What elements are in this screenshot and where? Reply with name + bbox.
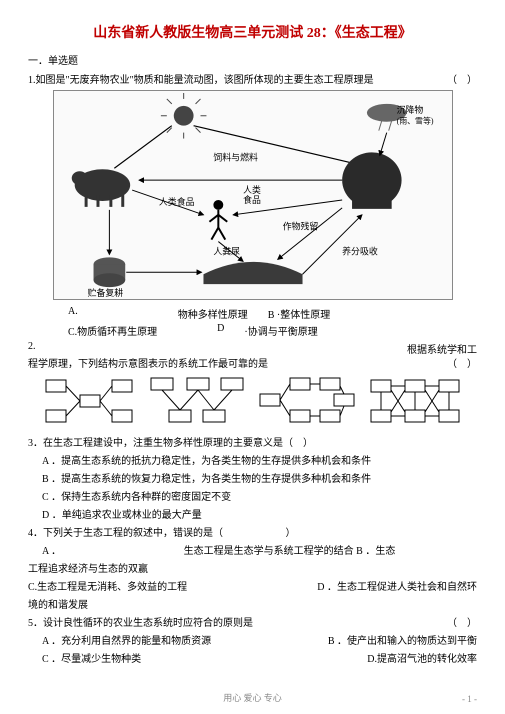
q4-a-row: A ． 生态工程是生态学与系统工程学的结合 B ．生态	[28, 542, 477, 557]
q4-line3: 境的和谐发展	[28, 596, 477, 611]
fig-label-crop: 作物残留	[282, 221, 318, 232]
fig-label-absorb: 养分吸收	[342, 245, 378, 256]
q4-c: C.生态工程是无消耗、多效益的工程	[28, 582, 187, 593]
q2-tail: 根据系统学和工	[407, 341, 477, 356]
q5-b: B ．使产出和输入的物质达到平衡	[328, 632, 477, 647]
q4-a-pre: A ．	[42, 546, 61, 557]
q5-a: A ．充分利用自然界的能量和物质资源	[42, 636, 211, 647]
q1-text: 1.如图是"无废弃物农业"物质和能量流动图，该图所体现的主要生态工程原理是	[28, 75, 374, 86]
q1-opt-a: 物种多样性原理	[178, 306, 248, 321]
fig-label-storage: 贮备复耕	[87, 287, 123, 298]
q1-paren: （ ）	[447, 71, 477, 86]
fig-label-deposit2: (雨、雪等)	[396, 116, 433, 126]
q2-diagram-a	[44, 376, 134, 426]
q5-c: C ．尽量减少生物种类	[42, 654, 141, 665]
q1-options-row2: C.物质循环再生原理 D ·协调与平衡原理	[28, 323, 477, 338]
q5-cd-row: C ．尽量减少生物种类 D.提高沼气池的转化效率	[28, 650, 477, 665]
q1-options-row1: A. 物种多样性原理 B ·整体性原理	[28, 306, 477, 321]
q1-opt-d: ·协调与平衡原理	[244, 323, 317, 338]
svg-text:食品: 食品	[243, 194, 261, 205]
footer-page: - 1 -	[462, 694, 477, 704]
footer-center: 用心 爱心 专心	[0, 691, 505, 704]
q4-a-tail: 生态工程是生态学与系统工程学的结合 B ．生态	[184, 546, 396, 557]
q2-diagrams	[28, 376, 477, 426]
section-label: 一．单选题	[28, 52, 477, 67]
q3-opt-a: A ．提高生态系统的抵抗力稳定性，为各类生物的生存提供多种机会和条件	[28, 452, 477, 467]
q1-opt-c: C.物质循环再生原理	[68, 323, 157, 338]
page-title: 山东省新人教版生物高三单元测试 28：《生态工程》	[28, 22, 477, 42]
q3-opt-c: C ．保持生态系统内各种群的密度固定不变	[28, 488, 477, 503]
q3-opt-b: B ．提高生态系统的恢复力稳定性，为各类生物的生存提供多种机会和条件	[28, 470, 477, 485]
q1-opt-a-pre: A.	[68, 306, 78, 321]
q4-cd-row: C.生态工程是无消耗、多效益的工程 D ．生态工程促进人类社会和自然环	[28, 578, 477, 593]
q4-tail: ）	[286, 528, 296, 539]
q5-d: D.提高沼气池的转化效率	[367, 650, 477, 665]
q4-stem: 4．下列关于生态工程的叙述中，错误的是（	[28, 528, 223, 539]
q4-stem-row: 4．下列关于生态工程的叙述中，错误的是（ ）	[28, 524, 477, 539]
fig-label-human3: 人粪尿	[213, 245, 240, 256]
fig-label-deposit: 沉降物	[396, 104, 423, 115]
q1-stem: 1.如图是"无废弃物农业"物质和能量流动图，该图所体现的主要生态工程原理是 （ …	[28, 71, 477, 86]
q1-opt-b: B ·整体性原理	[268, 306, 331, 321]
q4-line2: 工程追求经济与生态的双赢	[28, 560, 477, 575]
q1-figure: 饲料与燃料 沉降物 (雨、雪等) 人类 食品 作物残留 人类食品 人粪尿 贮备复…	[53, 90, 453, 300]
fig-label-human2: 人类食品	[158, 196, 194, 207]
q2-diagram-d	[367, 376, 462, 426]
q3-stem: 3．在生态工程建设中，注重生物多样性原理的主要意义是（ ）	[28, 434, 477, 449]
q3-opt-d: D ．单纯追求农业或林业的最大产量	[28, 506, 477, 521]
q2-diagram-c	[256, 376, 356, 426]
q1-opt-d-pre: D	[217, 323, 224, 338]
q2-line2: 程学原理，下列结构示意图表示的系统工作最可靠的是 （ ）	[28, 355, 477, 370]
q2-diagram-b	[145, 376, 245, 426]
q2-paren: （ ）	[447, 355, 477, 370]
q5-paren: （ ）	[447, 614, 477, 629]
q5-stem: 5．设计良性循环的农业生态系统时应符合的原则是	[28, 618, 253, 629]
q5-ab-row: A ．充分利用自然界的能量和物质资源 B ．使产出和输入的物质达到平衡	[28, 632, 477, 647]
q4-d: D ．生态工程促进人类社会和自然环	[317, 578, 477, 593]
q2-num: 2.	[28, 341, 36, 352]
q5-stem-row: 5．设计良性循环的农业生态系统时应符合的原则是 （ ）	[28, 614, 477, 629]
q2-stem: 程学原理，下列结构示意图表示的系统工作最可靠的是	[28, 359, 268, 370]
fig-label-feed: 饲料与燃料	[213, 151, 258, 162]
fig-label-human: 人类	[243, 184, 261, 195]
q2-line1: 2. 根据系统学和工	[28, 341, 477, 352]
